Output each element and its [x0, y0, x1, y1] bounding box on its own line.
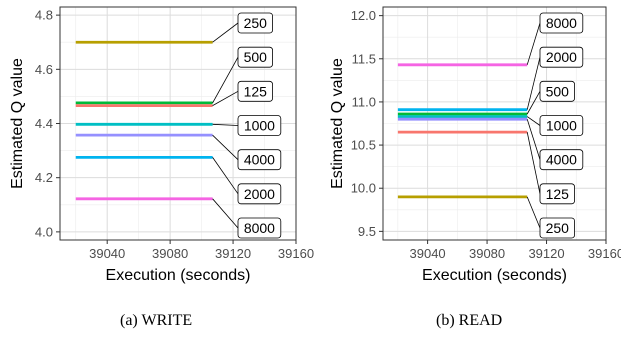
label-leader-2000	[212, 157, 239, 195]
label-box-125	[237, 80, 273, 102]
x-tick-label: 39040	[410, 246, 446, 261]
series-label-2000: 2000	[244, 186, 275, 202]
label-leader-1000	[212, 123, 239, 126]
label-box-250	[539, 217, 575, 239]
series-label-250: 250	[546, 220, 570, 236]
label-leader-250	[526, 196, 541, 229]
x-tick-label: 39120	[528, 246, 564, 261]
x-tick-label: 39080	[152, 246, 188, 261]
label-leader-500	[526, 91, 541, 115]
label-leader-250	[212, 22, 239, 43]
y-tick-label: 4.8	[35, 8, 53, 23]
label-box-1000	[237, 115, 282, 136]
series-label-500: 500	[546, 83, 570, 99]
series-label-500: 500	[244, 49, 268, 65]
y-tick-label: 9.5	[358, 224, 376, 239]
label-box-1000	[539, 115, 584, 136]
series-label-8000: 8000	[244, 220, 275, 236]
label-box-2000	[539, 46, 584, 68]
y-tick-label: 11.5	[352, 51, 376, 66]
y-tick-label: 11.0	[352, 94, 376, 109]
label-leader-500	[212, 56, 239, 104]
series-label-125: 125	[244, 83, 268, 99]
x-axis-label: Execution (seconds)	[422, 267, 567, 284]
label-box-500	[539, 80, 575, 102]
series-label-250: 250	[244, 15, 268, 31]
x-tick-label: 39120	[215, 246, 251, 261]
x-tick-label: 39160	[278, 246, 314, 261]
y-axis-label: Estimated Q value	[9, 58, 26, 189]
series-label-4000: 4000	[244, 152, 275, 168]
caption-write: (a) WRITE	[120, 312, 193, 329]
label-leader-2000	[526, 57, 541, 110]
label-box-500	[237, 46, 273, 68]
label-box-250	[237, 12, 273, 34]
label-leader-4000	[526, 119, 541, 160]
chart-panel-2: 8000 2000 500 1000 4000 125 250 39040 39080 39120…	[329, 6, 621, 284]
x-tick-label: 39160	[588, 246, 621, 261]
y-tick-label: 4.0	[35, 224, 53, 239]
y-tick-label: 10.0	[351, 181, 376, 196]
label-leader-125	[526, 132, 541, 194]
chart-panel-1: 250 500 125 1000 4000 2000 8000 39040 39080 39120…	[9, 6, 314, 284]
label-box-125	[539, 183, 575, 205]
y-tick-label: 4.4	[35, 116, 53, 131]
label-leader-125	[212, 90, 239, 106]
label-box-8000	[539, 12, 584, 34]
label-leader-1000	[526, 116, 541, 126]
label-leader-8000	[526, 22, 541, 65]
label-box-8000	[237, 217, 282, 239]
y-tick-label: 12.0	[351, 8, 376, 23]
series-label-2000: 2000	[546, 49, 577, 65]
series-label-125: 125	[546, 186, 570, 202]
panel-border	[382, 6, 607, 241]
caption-read: (b) READ	[436, 312, 503, 329]
y-axis-label: Estimated Q value	[329, 58, 346, 189]
y-tick-label: 4.2	[35, 170, 53, 185]
x-tick-label: 39040	[89, 246, 125, 261]
chart-figure: 250 500 125 1000 4000 2000 8000 39040 39080 39120…	[9, 6, 621, 284]
x-tick-label: 39080	[469, 246, 505, 261]
label-box-4000	[539, 149, 584, 171]
series-label-8000: 8000	[546, 15, 577, 31]
series-label-1000: 1000	[546, 118, 577, 134]
y-tick-label: 10.5	[351, 138, 376, 153]
series-label-4000: 4000	[546, 152, 577, 168]
series-label-1000: 1000	[244, 118, 275, 134]
label-leader-4000	[212, 134, 239, 160]
x-axis-label: Execution (seconds)	[106, 267, 251, 284]
label-box-2000	[237, 183, 282, 205]
y-tick-label: 4.6	[35, 62, 53, 77]
label-leader-8000	[212, 198, 239, 229]
label-box-4000	[237, 149, 282, 171]
